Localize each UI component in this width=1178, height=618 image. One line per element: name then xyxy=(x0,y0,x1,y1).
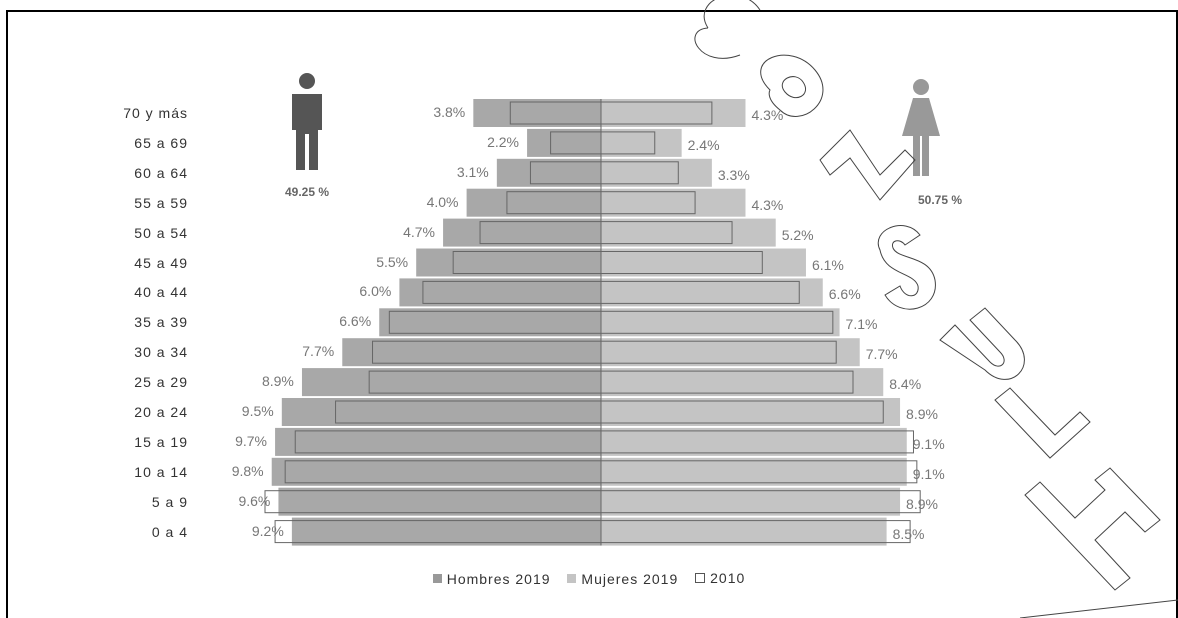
category-label: 5 a 9 xyxy=(151,493,188,510)
legend-label-2010: 2010 xyxy=(710,570,746,586)
value-label-hombres: 9.2% xyxy=(251,522,284,539)
value-label-hombres: 5.5% xyxy=(376,253,409,270)
bar-hombres-2019 xyxy=(399,278,601,307)
chart-frame xyxy=(6,10,1178,618)
bar-hombres-2019 xyxy=(416,248,601,277)
category-label: 50 a 54 xyxy=(134,224,188,241)
bar-mujeres-2019 xyxy=(601,338,860,367)
legend-swatch-hombres xyxy=(432,574,442,583)
category-label: 15 a 19 xyxy=(134,433,188,450)
bar-hombres-2019 xyxy=(466,188,601,217)
legend-swatch-2010 xyxy=(695,573,706,583)
bar-hombres-2019 xyxy=(379,308,601,337)
bar-mujeres-2019 xyxy=(601,457,907,486)
legend-label-hombres: Hombres 2019 xyxy=(446,570,551,587)
category-label: 65 a 69 xyxy=(134,134,188,151)
value-label-mujeres: 8.4% xyxy=(889,376,922,393)
category-label: 30 a 34 xyxy=(134,344,188,361)
bar-hombres-2019 xyxy=(496,158,601,187)
bar-hombres-2019 xyxy=(291,517,601,546)
bar-hombres-2019 xyxy=(473,99,601,127)
bar-mujeres-2019 xyxy=(601,368,884,397)
value-label-hombres: 7.7% xyxy=(302,343,335,360)
value-label-hombres: 3.1% xyxy=(456,163,489,180)
value-label-mujeres: 7.1% xyxy=(845,316,878,333)
value-label-hombres: 3.8% xyxy=(433,104,466,120)
bar-mujeres-2019 xyxy=(601,218,776,247)
male-share-label: 49.25 % xyxy=(285,185,330,199)
value-label-hombres: 8.9% xyxy=(261,373,294,390)
category-label: 0 a 4 xyxy=(151,523,188,540)
category-label: 35 a 39 xyxy=(134,314,188,331)
value-label-mujeres: 6.6% xyxy=(828,286,861,303)
category-label: 20 a 24 xyxy=(134,404,188,420)
value-label-hombres: 4.7% xyxy=(403,223,435,240)
value-label-mujeres: 3.3% xyxy=(717,166,750,183)
man-icon xyxy=(292,73,322,170)
bar-mujeres-2019 xyxy=(601,99,746,127)
bar-mujeres-2019 xyxy=(601,398,901,426)
value-label-mujeres: 2.4% xyxy=(687,136,720,153)
value-label-mujeres: 8.9% xyxy=(906,406,938,422)
category-label: 60 a 64 xyxy=(134,164,188,181)
bar-hombres-2019 xyxy=(443,218,601,247)
bar-mujeres-2019 xyxy=(601,128,682,157)
bar-mujeres-2019 xyxy=(601,427,907,456)
value-label-hombres: 6.6% xyxy=(339,313,372,330)
bar-hombres-2019 xyxy=(342,338,601,367)
bar-hombres-2019 xyxy=(278,487,601,516)
category-label: 70 y más xyxy=(123,105,188,121)
category-label: 45 a 49 xyxy=(134,254,188,271)
bar-mujeres-2019 xyxy=(601,158,712,187)
category-label: 25 a 29 xyxy=(134,374,188,391)
bar-hombres-2019 xyxy=(281,398,601,426)
bar-hombres-2019 xyxy=(527,128,601,157)
value-label-mujeres: 8.5% xyxy=(892,525,925,542)
legend-swatch-mujeres xyxy=(567,574,577,583)
legend-item-mujeres: Mujeres 2019 xyxy=(567,571,678,587)
value-label-hombres: 9.7% xyxy=(235,432,267,449)
bar-mujeres-2019 xyxy=(601,487,901,516)
value-label-mujeres: 9.1% xyxy=(912,465,945,482)
bar-mujeres-2019 xyxy=(601,188,746,217)
value-label-hombres: 2.2% xyxy=(487,133,519,150)
bar-mujeres-2019 xyxy=(601,278,823,307)
woman-icon xyxy=(902,79,940,176)
category-label: 55 a 59 xyxy=(134,194,188,211)
bar-hombres-2019 xyxy=(275,427,601,456)
category-label: 40 a 44 xyxy=(134,284,188,301)
value-label-hombres: 9.5% xyxy=(241,403,274,419)
value-label-hombres: 4.0% xyxy=(426,193,459,210)
value-label-mujeres: 5.2% xyxy=(781,226,814,243)
value-label-hombres: 9.6% xyxy=(238,492,271,509)
value-label-hombres: 6.0% xyxy=(359,283,392,300)
bar-hombres-2019 xyxy=(271,457,601,486)
value-label-mujeres: 4.3% xyxy=(751,196,784,213)
value-label-mujeres: 9.1% xyxy=(912,435,945,452)
value-label-mujeres: 4.3% xyxy=(751,107,784,123)
category-label: 10 a 14 xyxy=(134,463,188,480)
legend-label-mujeres: Mujeres 2019 xyxy=(581,570,679,587)
bar-hombres-2019 xyxy=(301,368,601,397)
value-label-mujeres: 7.7% xyxy=(865,346,898,363)
female-share-label: 50.75 % xyxy=(918,193,963,207)
legend-item-2010: 2010 xyxy=(695,570,745,586)
value-label-hombres: 9.8% xyxy=(231,462,264,479)
legend-item-hombres: Hombres 2019 xyxy=(432,570,551,587)
bar-mujeres-2019 xyxy=(601,517,887,546)
value-label-mujeres: 6.1% xyxy=(811,256,844,273)
bar-mujeres-2019 xyxy=(601,248,806,277)
value-label-mujeres: 8.9% xyxy=(906,495,938,512)
bar-mujeres-2019 xyxy=(601,308,840,337)
chart-legend: Hombres 2019 Mujeres 2019 2010 xyxy=(0,570,1178,587)
